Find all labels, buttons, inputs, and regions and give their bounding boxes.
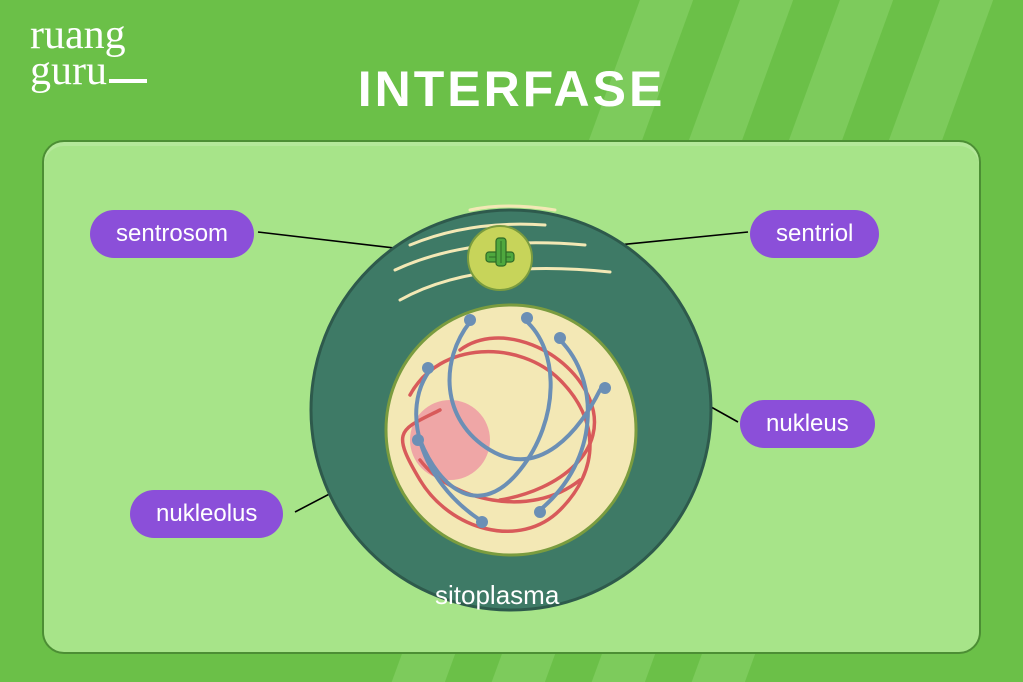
label-sentriol: sentriol (750, 210, 879, 258)
label-sitoplasma: sitoplasma (435, 580, 559, 611)
label-sentrosom: sentrosom (90, 210, 254, 258)
label-nukleus: nukleus (740, 400, 875, 448)
label-nukleolus: nukleolus (130, 490, 283, 538)
